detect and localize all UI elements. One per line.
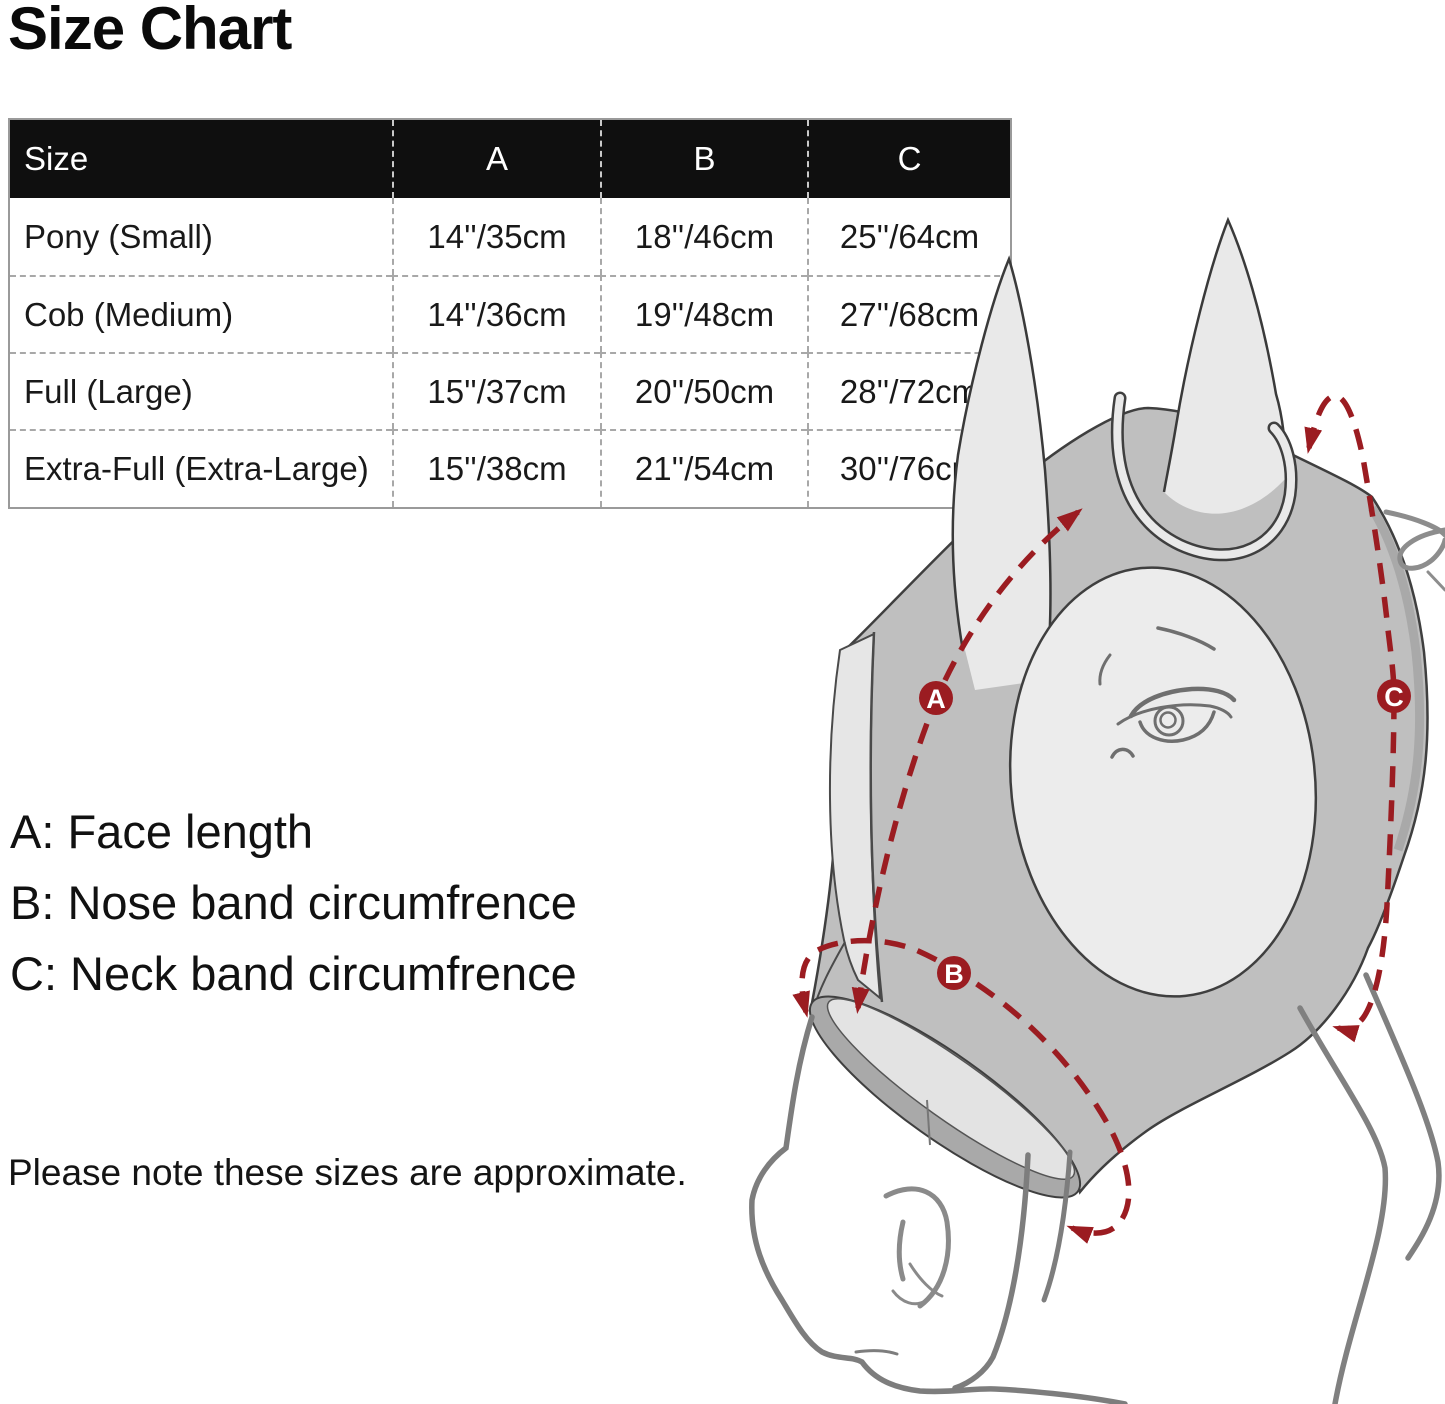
table-cell: 15''/38cm (392, 429, 600, 507)
table-cell: 25''/64cm (807, 198, 1010, 275)
table-cell: 20''/50cm (600, 352, 807, 429)
measurement-path-b (792, 937, 1132, 1244)
legend-nose-band: B: Nose band circumfrence (10, 876, 577, 929)
measurement-path-a (851, 508, 1083, 1014)
fly-mask-body (810, 406, 1429, 1195)
nose-band (808, 995, 1082, 1199)
legend-neck-band: C: Neck band circumfrence (10, 947, 577, 1000)
table-row-size: Extra-Full (Extra-Large) (10, 429, 392, 507)
page-title: Size Chart (8, 0, 292, 62)
measurement-labels: A B C (919, 679, 1411, 990)
measurement-legend: A: Face length B: Nose band circumfrence… (10, 796, 577, 1009)
approximate-note: Please note these sizes are approximate. (8, 1152, 687, 1193)
label-a: A (926, 684, 946, 714)
legend-face-length: A: Face length (10, 805, 314, 858)
label-a-circle (919, 681, 953, 715)
measurement-paths (792, 393, 1397, 1244)
table-cell: 30''/76cm (807, 429, 1010, 507)
nostril (883, 1186, 951, 1309)
table-header-c: C (807, 120, 1010, 198)
table-cell: 14''/36cm (392, 275, 600, 352)
mask-face-edge-line (869, 631, 884, 1003)
label-c-circle (1377, 679, 1411, 713)
measurement-path-c (1304, 393, 1397, 1043)
horse-cheek (828, 632, 882, 1001)
table-row-size: Full (Large) (10, 352, 392, 429)
table-row-size: Cob (Medium) (10, 275, 392, 352)
table-row-size: Pony (Small) (10, 198, 392, 275)
muzzle-inner (826, 997, 1076, 1181)
table-header-a: A (392, 120, 600, 198)
label-c: C (1384, 682, 1404, 712)
ear-hole-rim-inner (1113, 394, 1295, 559)
muzzle-crease (926, 1099, 931, 1146)
table-header-size: Size (10, 120, 392, 198)
neck-lines (1297, 972, 1442, 1404)
jaw-thin-line (811, 941, 846, 1016)
label-b-circle (937, 956, 971, 990)
eye-patch (1008, 566, 1318, 998)
label-b: B (944, 959, 964, 989)
mask-edge-shadow (1368, 505, 1425, 852)
size-table: Size A B C Pony (Small) 14''/35cm 18''/4… (8, 118, 1012, 509)
table-cell: 28''/72cm (807, 352, 1010, 429)
table-cell: 27''/68cm (807, 275, 1010, 352)
table-cell: 15''/37cm (392, 352, 600, 429)
table-cell: 18''/46cm (600, 198, 807, 275)
right-ear-outline (1162, 216, 1288, 493)
table-cell: 21''/54cm (600, 429, 807, 507)
muzzle-outline (749, 1014, 1128, 1404)
table-cell: 19''/48cm (600, 275, 807, 352)
mane (1383, 509, 1445, 592)
right-ear (1164, 220, 1286, 514)
ear-hole-rim-outer (1110, 391, 1298, 562)
horse-eye (1098, 626, 1237, 759)
table-header-b: B (600, 120, 807, 198)
table-cell: 14''/35cm (392, 198, 600, 275)
